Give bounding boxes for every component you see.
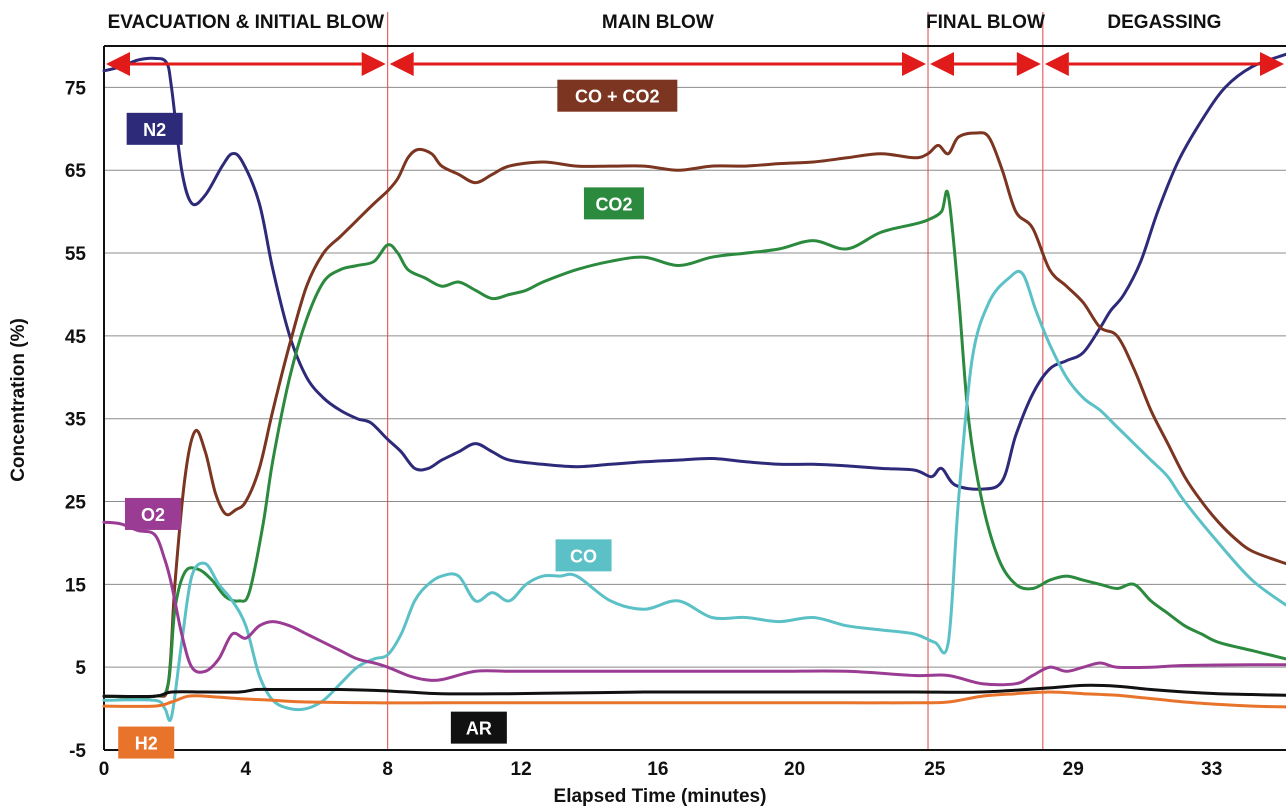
series-tag-label-co2: CO2 bbox=[595, 194, 632, 214]
series-line-o2 bbox=[102, 520, 1286, 687]
x-tick-label-29: 29 bbox=[1063, 759, 1084, 780]
y-tick-label-45: 45 bbox=[65, 327, 87, 348]
series-lines bbox=[102, 52, 1286, 723]
x-tick-label-25: 25 bbox=[924, 759, 946, 780]
phase-arrow-right-head-final-blow bbox=[1016, 52, 1041, 76]
series-tag-label-o2: O2 bbox=[141, 505, 165, 525]
series-tag-label-n2: N2 bbox=[143, 120, 166, 140]
series-tag-box-o2 bbox=[124, 497, 181, 530]
series-tag-label-co: CO bbox=[570, 546, 597, 566]
y-tick-label-75: 75 bbox=[65, 78, 87, 99]
phase-divider-lines bbox=[387, 12, 1044, 750]
series-tag-label-h2: H2 bbox=[135, 734, 158, 754]
phase-arrows bbox=[106, 52, 1284, 76]
axes bbox=[103, 45, 1286, 751]
series-line-ar bbox=[102, 683, 1286, 699]
series-tag-box-co2 bbox=[583, 187, 644, 220]
x-tick-label-16: 16 bbox=[647, 759, 668, 780]
series-tag-box-co bbox=[555, 539, 612, 572]
series-line-co-co2 bbox=[102, 131, 1286, 699]
tick-labels: 0 4 8 12 16 20 25 29 33 75 65 55 45 35 25 15 5 -5 bbox=[65, 78, 1222, 780]
x-tick-label-33: 33 bbox=[1201, 759, 1222, 780]
phase-label-main-blow: MAIN BLOW bbox=[602, 12, 714, 33]
phase-arrow-right-head-evacuation-initial-blow bbox=[361, 52, 386, 76]
phase-arrow-left-head-degassing bbox=[1044, 52, 1069, 76]
y-tick-label-5: 5 bbox=[75, 658, 86, 679]
x-tick-label-4: 4 bbox=[241, 759, 252, 780]
phase-labels: EVACUATION & INITIAL BLOW MAIN BLOW FINAL … bbox=[108, 12, 1222, 33]
x-tick-label-0: 0 bbox=[99, 759, 110, 780]
phase-arrow-right-head-degassing bbox=[1260, 52, 1284, 76]
x-tick-label-20: 20 bbox=[784, 759, 805, 780]
phase-label-evacuation-initial-blow: EVACUATION & INITIAL BLOW bbox=[108, 12, 385, 33]
phase-arrow-left-head-evacuation-initial-blow bbox=[106, 52, 130, 76]
series-tag-box-co-co2 bbox=[557, 79, 678, 112]
series-tag-box-n2 bbox=[126, 112, 183, 145]
y-tick-label-35: 35 bbox=[65, 410, 87, 431]
phase-label-final-blow: FINAL BLOW bbox=[926, 12, 1045, 33]
phase-label-degassing: DEGASSING bbox=[1107, 12, 1221, 33]
phase-arrow-left-head-final-blow bbox=[930, 52, 955, 76]
x-axis-title: Elapsed Time (minutes) bbox=[554, 786, 767, 807]
series-tag-label-co-co2: CO + CO2 bbox=[575, 87, 660, 107]
y-tick-label-25: 25 bbox=[65, 493, 87, 514]
series-tag-box-h2 bbox=[118, 726, 175, 759]
phase-arrow-left-head-main-blow bbox=[389, 52, 414, 76]
y-axis-title: Concentration (%) bbox=[8, 318, 29, 482]
series-tag-box-ar bbox=[450, 711, 507, 744]
y-tick-label-65: 65 bbox=[65, 161, 87, 182]
series-line-co2 bbox=[102, 189, 1286, 699]
x-tick-label-12: 12 bbox=[511, 759, 532, 780]
series-line-n2 bbox=[102, 52, 1286, 491]
x-tick-label-8: 8 bbox=[382, 759, 393, 780]
series-line-co bbox=[102, 269, 1286, 723]
phase-arrow-right-head-main-blow bbox=[902, 52, 927, 76]
series-line-h2 bbox=[102, 690, 1286, 709]
y-tick-label-15: 15 bbox=[65, 575, 87, 596]
series-labels: N2 CO + CO2 CO2 CO O2 AR H2 bbox=[118, 79, 678, 759]
series-tag-label-ar: AR bbox=[466, 719, 492, 739]
y-tick-label-55: 55 bbox=[65, 244, 87, 265]
y-tick-label-5: -5 bbox=[69, 741, 86, 762]
